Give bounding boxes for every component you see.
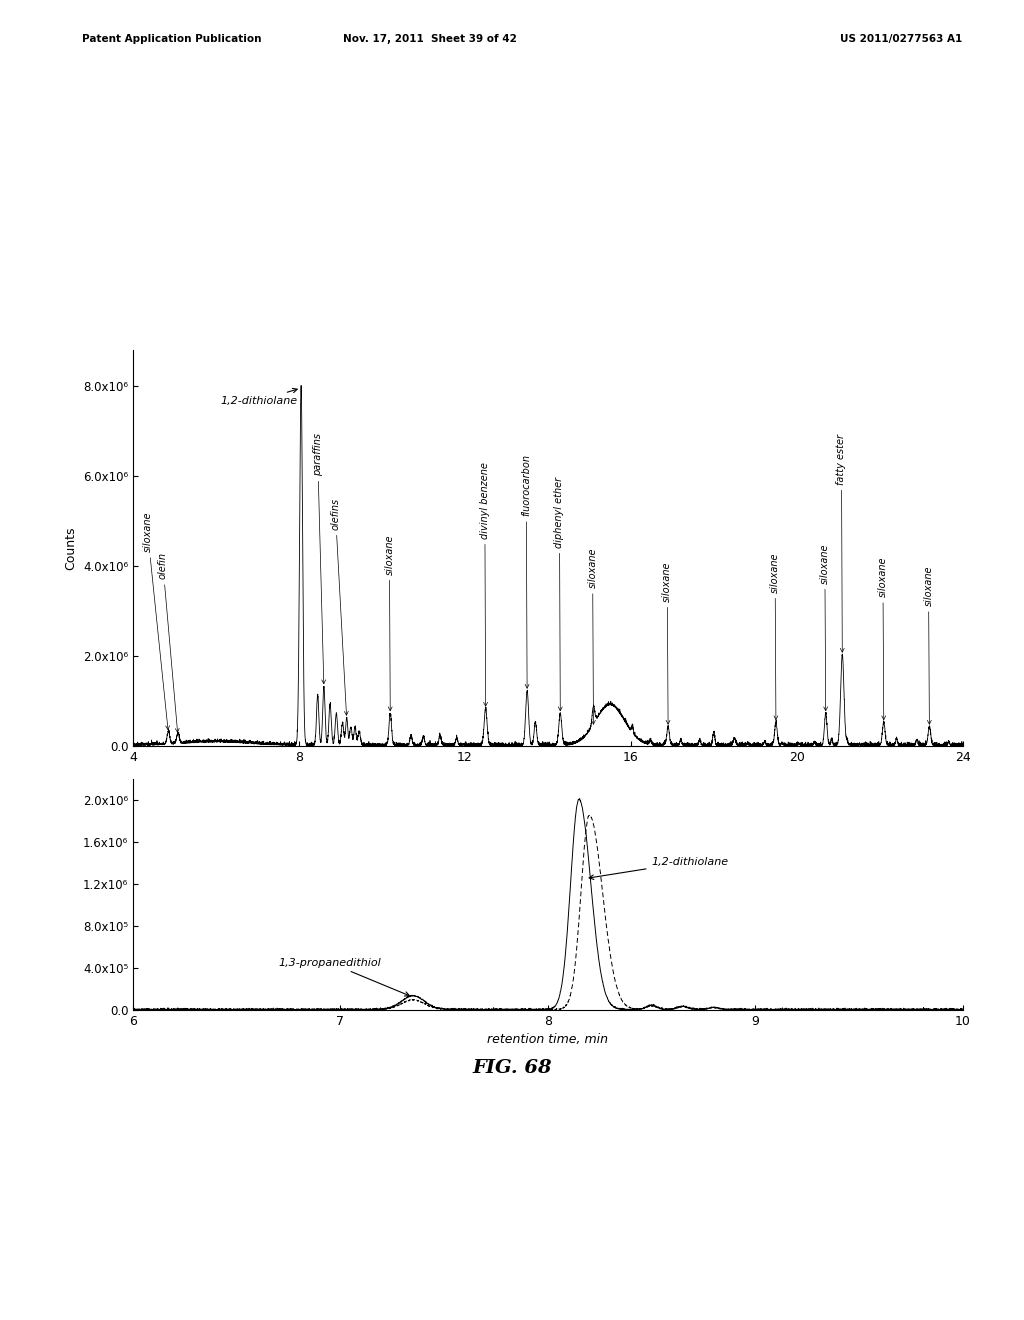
Text: paraffins: paraffins: [312, 433, 326, 684]
Text: siloxane: siloxane: [878, 557, 888, 719]
Text: 1,2-dithiolane: 1,2-dithiolane: [220, 388, 297, 405]
Text: fatty ester: fatty ester: [837, 434, 847, 652]
Text: siloxane: siloxane: [663, 561, 673, 725]
Text: FIG. 68: FIG. 68: [472, 1059, 552, 1077]
Text: diphenyl ether: diphenyl ether: [554, 477, 564, 710]
Text: siloxane: siloxane: [384, 535, 394, 710]
X-axis label: retention time, min: retention time, min: [487, 1034, 608, 1047]
Text: siloxane: siloxane: [820, 544, 829, 710]
Text: 1,3-propanedithiol: 1,3-propanedithiol: [279, 958, 410, 997]
Text: fluorocarbon: fluorocarbon: [521, 454, 531, 688]
Text: divinyl benzene: divinyl benzene: [480, 462, 489, 706]
Text: 1,2-dithiolane: 1,2-dithiolane: [589, 857, 729, 879]
Text: US 2011/0277563 A1: US 2011/0277563 A1: [840, 34, 962, 45]
Y-axis label: Counts: Counts: [65, 527, 78, 569]
Text: olefin: olefin: [158, 552, 179, 733]
Text: Patent Application Publication: Patent Application Publication: [82, 34, 261, 45]
Text: siloxane: siloxane: [588, 548, 598, 725]
Text: siloxane: siloxane: [142, 512, 170, 730]
Text: olefins: olefins: [331, 498, 348, 715]
Text: siloxane: siloxane: [924, 566, 934, 725]
Text: Nov. 17, 2011  Sheet 39 of 42: Nov. 17, 2011 Sheet 39 of 42: [343, 34, 517, 45]
Text: siloxane: siloxane: [770, 552, 780, 719]
